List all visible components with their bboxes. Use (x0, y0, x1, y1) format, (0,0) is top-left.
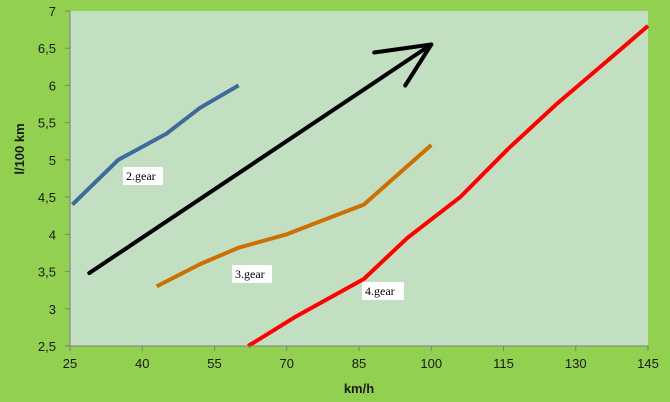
series-line-3 (247, 24, 650, 348)
gear-label: 4.gear (365, 284, 395, 298)
trend-arrow-head (372, 42, 434, 55)
x-tick-label: 25 (63, 356, 77, 371)
series-layer (71, 24, 650, 348)
x-tick-label: 40 (135, 356, 149, 371)
y-tick-label: 5,5 (38, 116, 56, 131)
gear-label: 3.gear (235, 267, 265, 281)
x-tick-label: 85 (352, 356, 366, 371)
series-line-2 (155, 143, 433, 289)
series-line-1 (71, 83, 240, 207)
gear-label-background (123, 167, 163, 185)
x-tick-label: 130 (565, 356, 587, 371)
plot-area (70, 11, 648, 346)
y-tick-label: 2,5 (38, 339, 56, 354)
y-tick-label: 6,5 (38, 41, 56, 56)
trend-arrow-head (403, 42, 434, 88)
y-tick-label: 7 (49, 4, 56, 19)
x-axis-title: km/h (344, 381, 374, 396)
gear-label: 2.gear (126, 169, 156, 183)
x-tick-label: 115 (493, 356, 514, 371)
y-tick-label: 4,5 (38, 190, 56, 205)
x-tick-label: 55 (207, 356, 221, 371)
gear-label-background (232, 265, 272, 283)
y-tick-label: 6 (49, 78, 56, 93)
gear-label-background (362, 282, 404, 300)
x-tick-label: 70 (280, 356, 294, 371)
y-axis-title: l/100 km (12, 123, 27, 174)
trend-arrow-layer (87, 42, 434, 276)
y-tick-label: 3,5 (38, 265, 56, 280)
x-tick-label: 100 (420, 356, 442, 371)
tick-layer: 25 40 55 70 85 100 115 130 145 2,5 3 3,5 4 4,5 5 5,5 6 6,… (38, 4, 659, 371)
y-tick-label: 4 (49, 227, 56, 242)
gear-label-box: 3.gear (232, 265, 272, 283)
trend-arrow-shaft (87, 42, 434, 276)
gear-label-box: 4.gear (362, 282, 404, 300)
gear-label-layer: 2.gear 3.gear 4.gear (123, 167, 404, 300)
gear-label-box: 2.gear (123, 167, 163, 185)
y-tick-label: 3 (49, 302, 56, 317)
y-tick-label: 5 (49, 153, 56, 168)
x-tick-label: 145 (637, 356, 659, 371)
